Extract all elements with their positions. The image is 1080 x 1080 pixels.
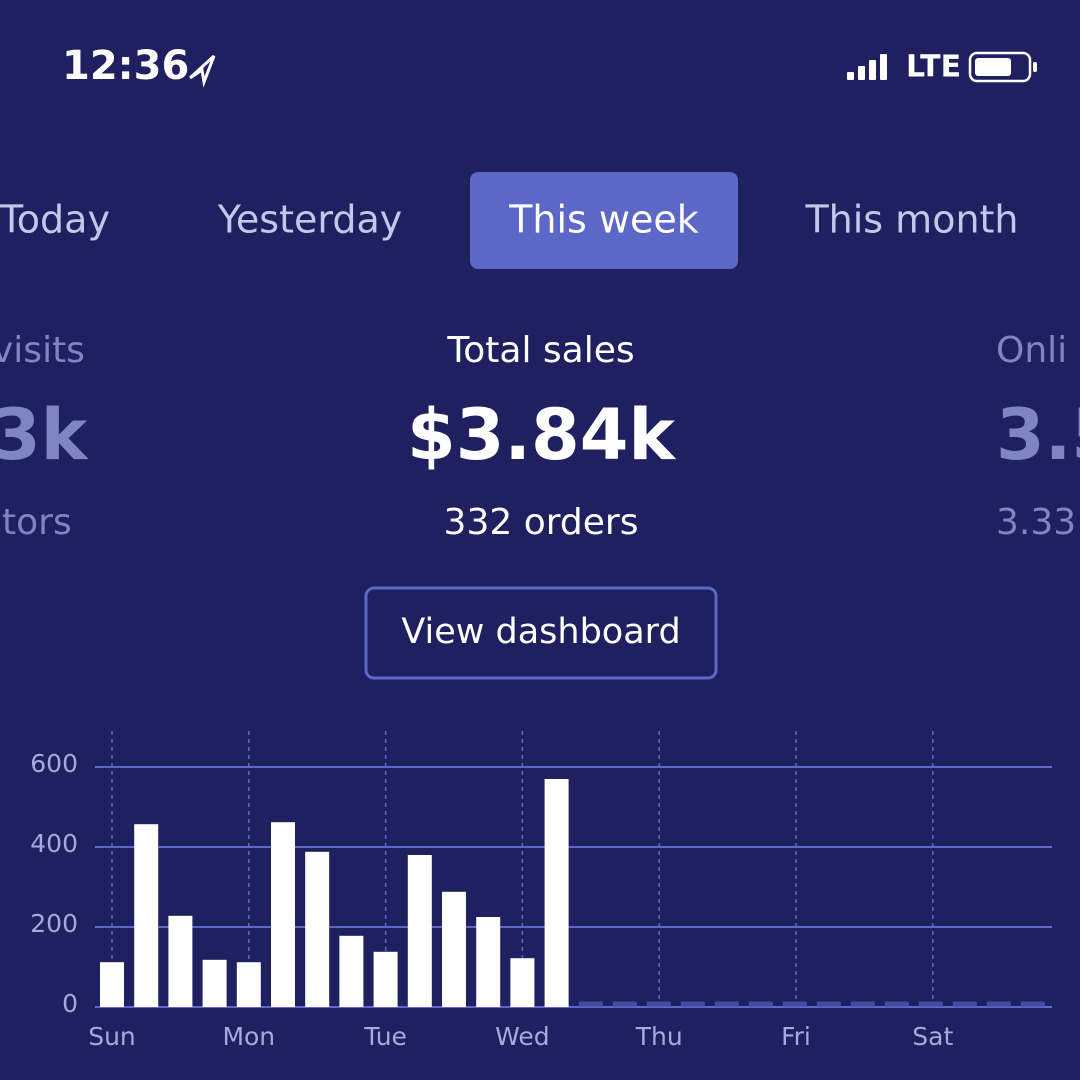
metric-value: $3.84k [407, 394, 676, 476]
y-tick-label: 200 [30, 909, 78, 938]
bar [100, 962, 124, 1007]
x-tick-label: Fri [781, 1022, 811, 1051]
y-tick-label: 0 [62, 989, 78, 1018]
metric-detail: 3.33 [996, 502, 1076, 543]
bar [236, 962, 261, 1007]
location-icon [188, 54, 216, 88]
metric-detail: 332 orders [444, 502, 639, 543]
bar [202, 959, 227, 1007]
x-tick-label: Tue [363, 1022, 407, 1051]
tab[interactable]: This week [508, 198, 699, 242]
x-tick-label: Sat [912, 1022, 953, 1051]
y-tick-label: 600 [30, 749, 78, 778]
x-tick-label: Sun [88, 1022, 136, 1051]
bar [476, 917, 501, 1007]
x-tick-label: Thu [635, 1022, 683, 1051]
metric-label: visits [0, 330, 85, 371]
tab[interactable]: Yesterday [217, 198, 402, 242]
network: LTE [906, 50, 961, 85]
bar [373, 951, 398, 1007]
bar [134, 824, 159, 1007]
button-outline[interactable] [364, 586, 718, 680]
bar [339, 935, 364, 1007]
x-tick-label: Mon [222, 1022, 275, 1051]
metric-value: 3k [0, 394, 89, 476]
bar [544, 779, 569, 1007]
bar [168, 915, 193, 1007]
y-tick-label: 400 [30, 829, 78, 858]
bar [305, 851, 330, 1007]
tab[interactable]: This month [804, 198, 1018, 242]
bar [510, 958, 535, 1007]
metric-value: 3.5 [996, 394, 1080, 476]
bar [407, 855, 432, 1007]
metric-label: Onli [996, 330, 1067, 371]
metric-label: Total sales [446, 330, 634, 371]
metric-detail: itors [0, 502, 72, 543]
battery-icon [968, 51, 1037, 83]
bar [442, 891, 466, 1007]
tab[interactable]: Today [0, 198, 110, 242]
bar [271, 822, 295, 1007]
view-dashboard-button[interactable]: View dashboard [401, 612, 680, 652]
x-tick-label: Wed [495, 1022, 550, 1051]
selected-tab-bg [470, 172, 738, 269]
clock: 12:36 [62, 43, 189, 89]
signal-icon [847, 54, 887, 80]
